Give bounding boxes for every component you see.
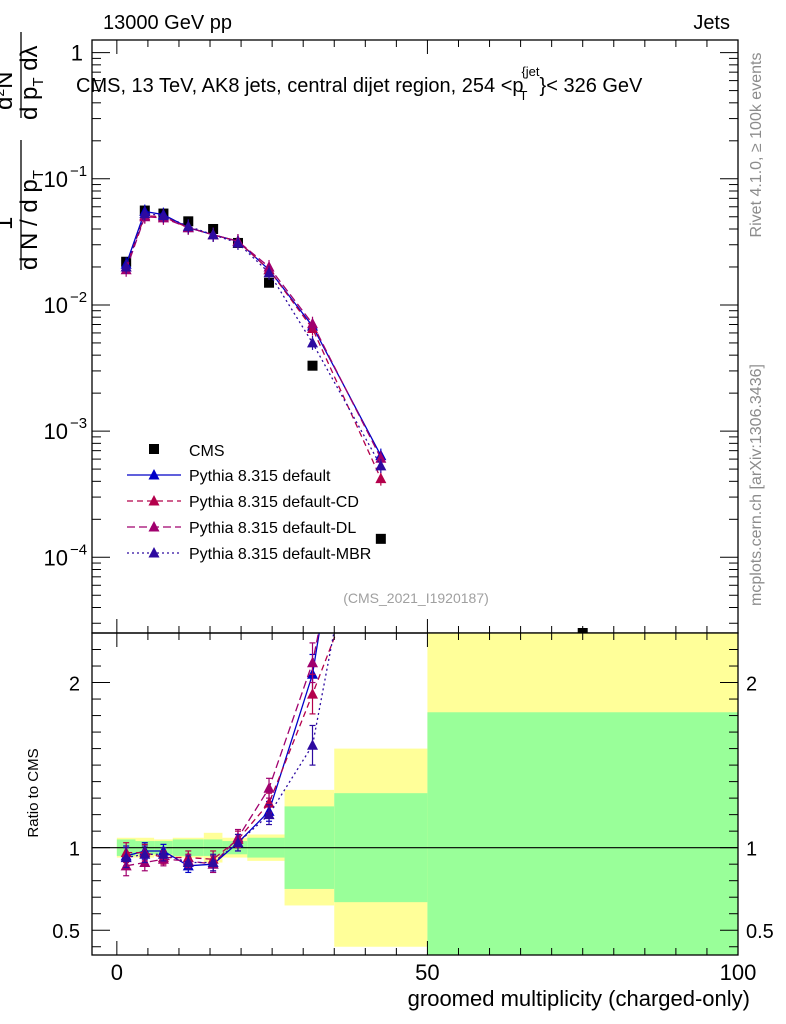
ratio-marker-cd (375, 511, 386, 522)
x-tick-label: 50 (415, 960, 439, 985)
ratio-y-tick-label: 2 (69, 674, 80, 696)
series-marker-mbr (182, 220, 194, 231)
chart-title-main: CMS, 13 TeV, AK8 jets, central dijet reg… (76, 75, 524, 97)
x-axis-label: groomed multiplicity (charged-only) (408, 986, 750, 1011)
ratio-marker-dl (375, 313, 386, 324)
legend: CMS Pythia 8.315 default Pythia 8.315 defa… (127, 443, 371, 563)
ylabel-one: 1 (0, 217, 18, 230)
series-marker-mbr (232, 236, 244, 248)
series-marker-mbr (263, 266, 275, 278)
chart-title-sup: {jet (521, 64, 539, 79)
series-line-dl (125, 216, 382, 459)
main-frame (91, 39, 739, 634)
main-y-tick-exponent: −1 (70, 163, 87, 180)
cms-data-point (264, 277, 275, 288)
ratio-band-inner (427, 712, 738, 955)
ratio-frame (91, 632, 739, 956)
legend-item-cd: Pythia 8.315 default-CD (127, 494, 359, 511)
ratio-line-mbr (126, 633, 335, 864)
chart-title: CMS, 13 TeV, AK8 jets, central dijet reg… (76, 64, 643, 103)
main-y-tick-label: 1 (71, 41, 83, 66)
ratio-marker-mbr (182, 856, 194, 868)
series-marker-mbr (139, 207, 151, 219)
series-marker-cd (375, 472, 387, 484)
ratio-marker-mbr (263, 808, 275, 820)
legend-item-default: Pythia 8.315 default (127, 468, 331, 485)
ylabel-d2n: d2N (0, 72, 18, 111)
series-line-default (125, 210, 382, 456)
series-marker-dl (307, 317, 319, 329)
analysis-id-label: (CMS_2021_I1920187) (343, 590, 489, 606)
main-y-tick-label: 10 (44, 293, 68, 318)
header-category-label: Jets (693, 12, 730, 34)
mcplots-reference-label: mcplots.cern.ch [arXiv:1306.3436] (748, 364, 765, 606)
ratio-y-tick-label-right: 2 (746, 674, 757, 696)
series-line-cd (125, 214, 382, 479)
series-marker-dl (375, 452, 387, 463)
main-y-ticks (92, 52, 738, 624)
legend-label-cms: CMS (189, 443, 225, 460)
ratio-marker-mbr (139, 848, 151, 859)
series-marker-mbr (120, 260, 132, 272)
legend-label-dl: Pythia 8.315 default-DL (189, 520, 356, 537)
ratio-y-tick-label: 1 (69, 839, 80, 861)
legend-marker-dl (148, 521, 160, 532)
ratio-y-tick-label-right: 0.5 (746, 921, 774, 943)
legend-marker-default (148, 469, 160, 480)
series-marker-mbr (307, 336, 319, 348)
x-ticks (116, 40, 739, 955)
main-y-axis-label: d N / d pT 1 d pT dλ d2N (0, 32, 47, 270)
legend-marker-mbr (148, 547, 160, 558)
main-y-tick-label: 10 (44, 545, 68, 570)
cms-data-point (307, 360, 318, 371)
ratio-marker-mbr (232, 836, 244, 848)
ratio-marker-dl (263, 782, 275, 793)
ratio-marker-mbr (157, 848, 169, 859)
legend-item-mbr: Pythia 8.315 default-MBR (127, 546, 371, 563)
ratio-marker-dl (307, 656, 319, 668)
ratio-marker-mbr (120, 851, 132, 863)
legend-marker-cms (149, 444, 159, 454)
legend-item-dl: Pythia 8.315 default-DL (127, 520, 356, 537)
cms-data-point (375, 533, 386, 544)
main-plot: 110−110−210−310−4 (44, 39, 739, 638)
legend-label-mbr: Pythia 8.315 default-MBR (189, 546, 371, 563)
x-tick-label: 0 (111, 960, 123, 985)
main-y-tick-exponent: −3 (70, 415, 87, 432)
ratio-marker-default (375, 247, 386, 258)
ratio-plot: 0 50 100 0.5 0.5 1 1 2 2 (52, 40, 774, 985)
main-y-tick-exponent: −2 (70, 289, 87, 306)
header-energy-label: 13000 GeV pp (103, 12, 232, 34)
ratio-y-axis-label: Ratio to CMS (25, 748, 42, 837)
legend-item-cms: CMS (149, 443, 225, 460)
series-marker-mbr (375, 459, 387, 471)
series-marker-mbr (157, 209, 169, 221)
ratio-marker-mbr (207, 856, 219, 868)
main-y-tick-label: 10 (44, 167, 68, 192)
main-y-tick-label: 10 (44, 419, 68, 444)
main-y-tick-exponent: −4 (70, 541, 87, 558)
chart-title-sub: T (520, 88, 528, 103)
legend-label-default: Pythia 8.315 default (189, 468, 331, 485)
ratio-y-tick-label: 0.5 (52, 921, 80, 943)
series-line-mbr (125, 212, 382, 467)
legend-marker-cd (148, 495, 160, 506)
ratio-marker-mbr (375, 379, 386, 390)
rivet-version-label: Rivet 4.1.0, ≥ 100k events (748, 53, 765, 238)
ratio-y-ticks (92, 649, 738, 948)
x-tick-label: 100 (720, 960, 757, 985)
series-marker-mbr (207, 228, 219, 240)
ratio-marker-cd (307, 688, 319, 699)
legend-label-cd: Pythia 8.315 default-CD (189, 494, 359, 511)
chart-title-rest: }< 326 GeV (540, 75, 644, 97)
ratio-marker-mbr (307, 739, 319, 750)
ratio-y-tick-label-right: 1 (746, 839, 757, 861)
